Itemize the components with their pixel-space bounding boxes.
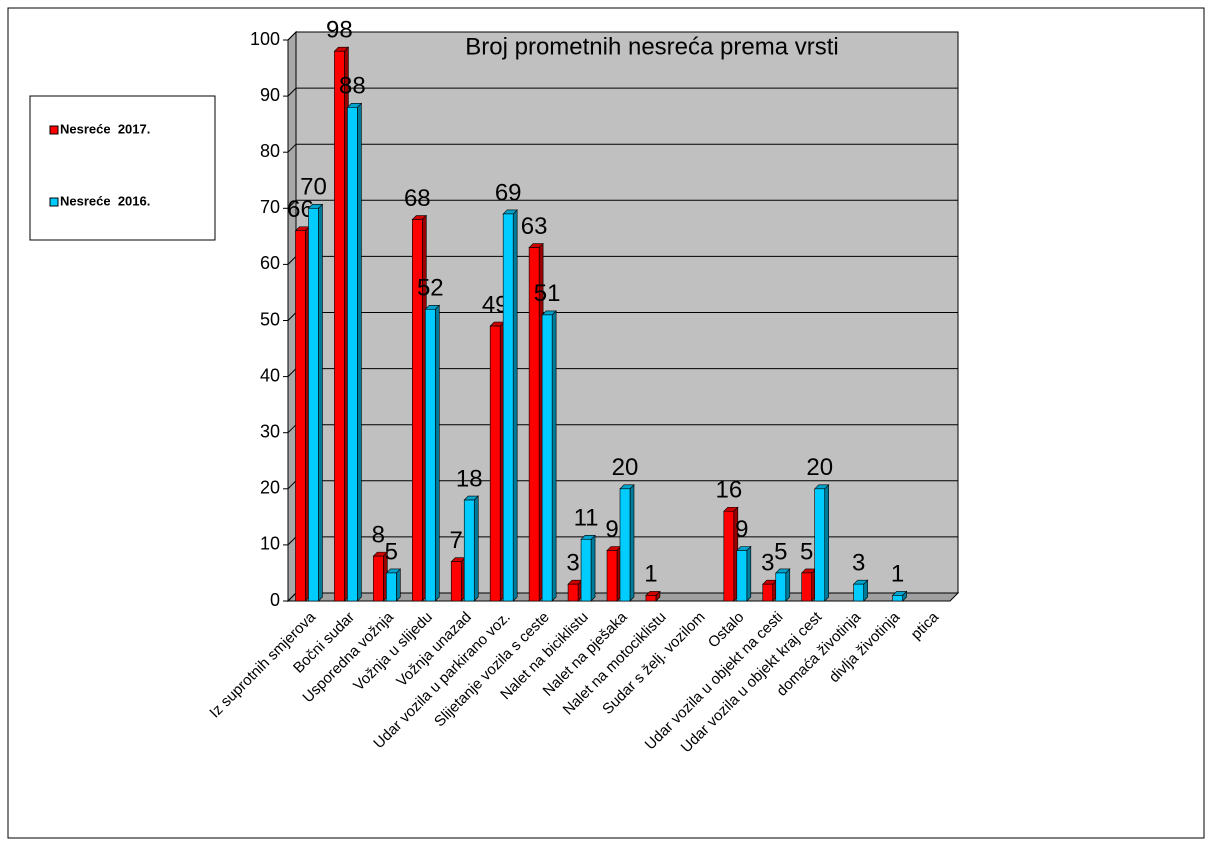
- grid-line: [287, 143, 958, 153]
- data-label: 98: [326, 17, 353, 44]
- data-label: 68: [404, 185, 431, 212]
- legend-label: Nesreće 2017.: [60, 121, 150, 136]
- data-label: 3: [566, 550, 579, 577]
- y-tick-label: 0: [270, 590, 280, 610]
- y-tick-label: 50: [260, 309, 280, 329]
- bar: [606, 550, 618, 602]
- bar-side: [824, 484, 830, 602]
- bar-side: [785, 568, 791, 602]
- y-tick-label: 70: [260, 197, 280, 217]
- data-label: 3: [852, 550, 865, 577]
- bar: [450, 561, 462, 602]
- bar: [723, 510, 735, 602]
- data-label: 7: [450, 527, 463, 554]
- y-tick-label: 90: [260, 85, 280, 105]
- data-label: 9: [735, 516, 748, 543]
- grid-line: [287, 87, 958, 97]
- bar-side: [396, 568, 401, 602]
- bar: [892, 595, 903, 602]
- bar: [814, 488, 826, 602]
- bar: [580, 538, 592, 602]
- bar: [411, 219, 423, 602]
- legend-swatch: [49, 125, 59, 135]
- y-tick-label: 60: [260, 253, 280, 273]
- bar-side: [357, 102, 362, 602]
- legend: [29, 95, 216, 241]
- data-label: 20: [612, 454, 639, 481]
- bar: [736, 550, 748, 602]
- data-label: 63: [521, 213, 548, 240]
- data-label: 16: [715, 477, 742, 504]
- bar: [619, 488, 631, 602]
- bar-side: [318, 203, 323, 602]
- data-label: 69: [495, 179, 522, 206]
- data-label: 11: [574, 505, 599, 532]
- data-label: 5: [800, 538, 813, 565]
- bar: [295, 230, 306, 602]
- bar: [775, 572, 787, 602]
- data-label: 70: [300, 174, 327, 201]
- data-label: 3: [761, 550, 774, 577]
- legend-label: Nesreće 2016.: [60, 193, 150, 208]
- bar: [308, 208, 319, 602]
- bar: [463, 499, 475, 602]
- legend-swatch: [49, 197, 59, 207]
- y-tick-label: 80: [260, 141, 280, 161]
- data-label: 18: [456, 465, 483, 492]
- data-label: 51: [534, 280, 561, 307]
- bar: [373, 555, 384, 602]
- data-label: 9: [605, 516, 618, 543]
- bar: [386, 572, 397, 602]
- y-tick-label: 20: [260, 478, 280, 498]
- data-label: 1: [644, 561, 657, 588]
- data-label: 5: [774, 538, 787, 565]
- data-label: 8: [372, 521, 385, 548]
- bar: [541, 314, 553, 602]
- data-label: 52: [417, 275, 444, 302]
- bar: [489, 325, 501, 602]
- bar: [347, 107, 358, 602]
- bar: [645, 595, 657, 602]
- data-label: 20: [806, 454, 833, 481]
- bar-side: [434, 304, 440, 602]
- bar-side: [629, 484, 635, 602]
- data-label: 1: [891, 561, 904, 588]
- bar: [567, 583, 579, 602]
- data-label: 88: [339, 73, 366, 100]
- bar-side: [590, 534, 596, 602]
- y-tick-label: 40: [260, 365, 280, 385]
- data-label: 5: [385, 538, 398, 565]
- bar: [801, 572, 813, 602]
- bar: [528, 247, 540, 602]
- bar-side: [551, 310, 557, 602]
- bar-side: [746, 545, 752, 602]
- bar-side: [512, 209, 518, 602]
- bar: [762, 583, 774, 602]
- bar-side: [473, 495, 479, 602]
- y-tick-label: 10: [260, 534, 280, 554]
- bar: [424, 308, 436, 602]
- grid-line: [287, 199, 958, 209]
- y-tick-label: 100: [250, 29, 280, 49]
- grid-line: [287, 31, 958, 41]
- y-tick-label: 30: [260, 421, 280, 441]
- chart-title: Broj prometnih nesreća prema vrsti: [465, 33, 838, 60]
- bar: [334, 50, 345, 602]
- bar: [853, 583, 864, 602]
- bar: [502, 213, 514, 602]
